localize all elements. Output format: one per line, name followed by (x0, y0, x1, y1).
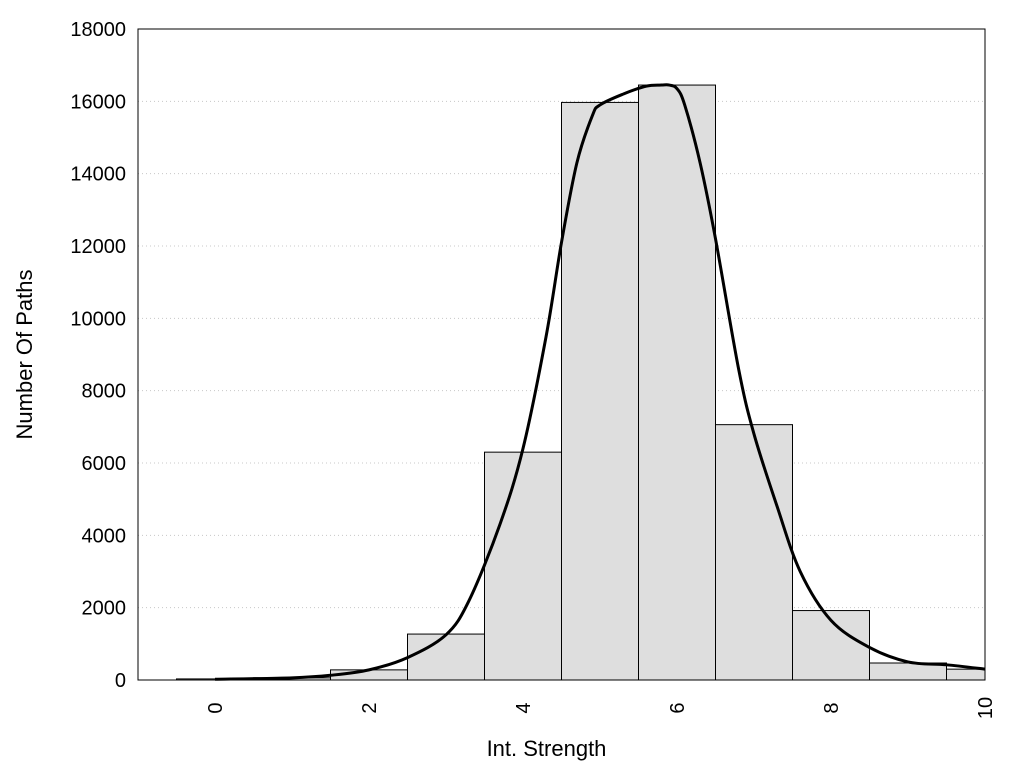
y-tick-label: 16000 (70, 91, 126, 113)
x-tick-label: 6 (667, 702, 689, 713)
x-tick-label: 2 (359, 702, 381, 713)
y-tick-label: 0 (115, 670, 126, 692)
x-tick-label: 0 (205, 702, 227, 713)
histogram-bar (638, 84, 716, 681)
x-tick-label: 10 (975, 697, 997, 719)
histogram-bar (946, 668, 986, 681)
histogram-bar (407, 633, 485, 681)
histogram-bar (484, 451, 562, 681)
histogram-bar (561, 101, 639, 681)
x-tick-label: 4 (513, 702, 535, 713)
y-tick-label: 10000 (70, 308, 126, 330)
y-tick-label: 12000 (70, 236, 126, 258)
axis-ticks: 0 2000 4000 6000 8000 10000 12000 14000 16000 180… (70, 19, 997, 719)
x-axis-title: Int. Strength (487, 736, 607, 761)
density-curve-layer (214, 83, 986, 681)
x-tick-label: 8 (821, 702, 843, 713)
y-tick-label: 6000 (82, 453, 127, 475)
bars (176, 84, 986, 681)
histogram-bar (715, 424, 793, 681)
plot-frame (137, 28, 986, 681)
y-tick-label: 8000 (82, 381, 127, 403)
y-axis-title: Number Of Paths (12, 270, 37, 440)
y-tick-label: 4000 (82, 525, 127, 547)
y-tick-label: 18000 (70, 19, 126, 41)
density-curve (214, 83, 986, 681)
y-tick-label: 14000 (70, 164, 126, 186)
y-tick-label: 2000 (82, 598, 127, 620)
